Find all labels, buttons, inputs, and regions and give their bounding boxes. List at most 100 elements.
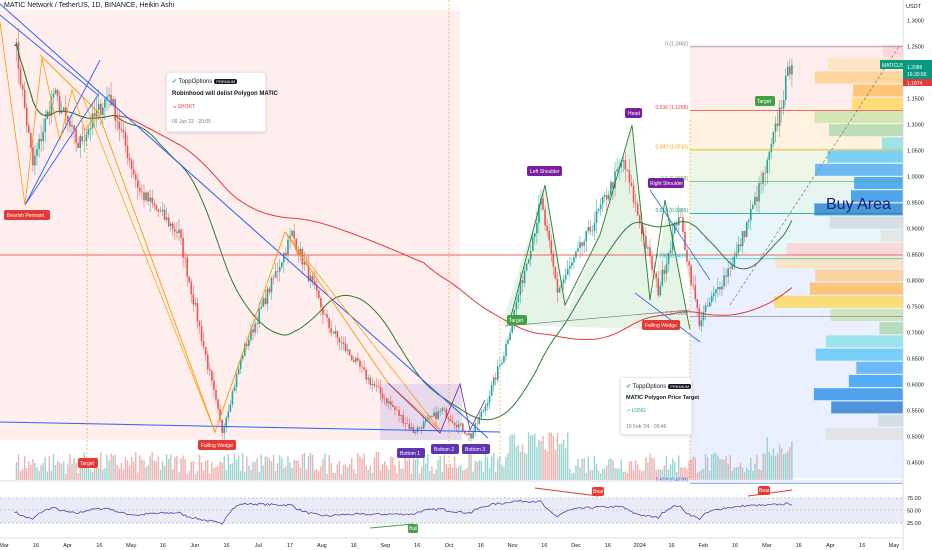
candle-body xyxy=(719,287,721,290)
volume-bar xyxy=(390,456,392,480)
rsi-bull-divergence xyxy=(369,523,414,529)
volume-bar xyxy=(737,466,740,480)
price-tick: 0.9500 xyxy=(907,200,924,206)
volume-bar xyxy=(591,470,594,480)
candle-body xyxy=(23,89,26,108)
volume-bar xyxy=(334,473,336,480)
volume-bar xyxy=(110,453,112,480)
candle-body xyxy=(202,340,205,347)
volume-bar xyxy=(581,458,583,480)
volume-bar xyxy=(231,463,234,480)
candle-body xyxy=(649,247,651,256)
price-tick: 1.0500 xyxy=(907,148,924,154)
candle-body xyxy=(677,216,680,226)
time-tick: 16 xyxy=(223,543,229,549)
candle-body xyxy=(163,209,166,220)
volume-bar xyxy=(657,469,659,480)
price-tick: 1.1000 xyxy=(907,122,924,128)
candle-body xyxy=(21,84,24,90)
volume-bar xyxy=(30,464,32,480)
candle-body xyxy=(575,251,577,258)
volume-bar xyxy=(455,467,458,480)
idea-card-short[interactable]: ✔ ToppOptions PREMIUM Robinhood will deli… xyxy=(166,72,278,132)
volume-bar xyxy=(204,460,207,480)
candle-body xyxy=(657,278,660,296)
volume-bar xyxy=(285,466,287,480)
volume-bar xyxy=(484,453,487,480)
candle-body xyxy=(616,168,618,172)
volume-bar xyxy=(495,471,497,480)
volume-bar xyxy=(435,469,437,480)
candle-body xyxy=(470,433,472,439)
volume-bar xyxy=(412,457,415,480)
tag-bottom-3: Bottom 3 xyxy=(462,444,490,454)
candle-body xyxy=(486,403,489,406)
volume-bar xyxy=(437,460,439,480)
time-tick: Aug xyxy=(317,543,327,549)
volume-bar xyxy=(690,459,692,480)
volume-bar xyxy=(124,457,127,480)
candle-body xyxy=(219,408,221,420)
volume-profile-bar xyxy=(881,137,903,150)
volume-bar xyxy=(509,435,511,480)
candle-body xyxy=(712,293,715,297)
candle-body xyxy=(128,157,131,161)
candle-body xyxy=(531,237,534,251)
candle-body xyxy=(700,320,703,327)
candle-body xyxy=(330,328,332,333)
volume-bar xyxy=(704,454,707,480)
candle-body xyxy=(453,422,456,425)
volume-bar xyxy=(77,472,79,480)
candle-body xyxy=(145,192,147,201)
rsi-line xyxy=(14,499,792,525)
candle-body xyxy=(383,398,386,400)
volume-bar xyxy=(361,458,363,480)
candle-body xyxy=(291,230,293,236)
candle-body xyxy=(130,160,133,170)
candle-body xyxy=(733,256,736,266)
candle-body xyxy=(764,172,766,174)
candle-body xyxy=(519,280,522,295)
candle-body xyxy=(272,277,275,279)
volume-bar xyxy=(155,460,158,480)
volume-bar xyxy=(406,461,408,480)
price-axis-bg xyxy=(903,0,932,550)
candle-body xyxy=(182,237,184,258)
volume-bar xyxy=(336,464,339,480)
tag-target-1: Target xyxy=(78,458,98,468)
candle-body xyxy=(437,411,439,419)
volume-bar xyxy=(569,469,571,480)
candle-body xyxy=(521,280,524,284)
check-icon: ✔ xyxy=(626,384,632,390)
volume-bar xyxy=(252,461,254,480)
time-tick: 16 xyxy=(541,543,547,549)
tag-bull: Bull xyxy=(408,524,418,533)
candle-body xyxy=(276,271,279,272)
candle-body xyxy=(789,66,791,75)
candle-body xyxy=(268,288,271,293)
candle-body xyxy=(484,405,487,411)
price-tick: 0.6000 xyxy=(907,382,924,388)
volume-profile-bar xyxy=(825,427,903,440)
idea-card-long[interactable]: ✔ ToppOptions PREMIUM MATIC Polygon Price… xyxy=(620,377,699,435)
volume-bar xyxy=(196,471,199,480)
candle-body xyxy=(517,294,520,303)
volume-bar xyxy=(190,461,192,480)
candle-body xyxy=(56,89,59,97)
candle-body xyxy=(124,132,127,146)
volume-bar xyxy=(244,471,246,480)
candle-body xyxy=(149,197,151,202)
volume-bar xyxy=(295,460,297,480)
volume-bar xyxy=(420,466,423,480)
candle-body xyxy=(630,182,633,186)
candle-body xyxy=(589,227,592,232)
volume-profile-bar xyxy=(809,282,903,295)
volume-bar xyxy=(688,461,690,480)
candle-body xyxy=(322,307,324,315)
tag-bottom-3-label: Bottom 3 xyxy=(465,447,485,453)
volume-bar xyxy=(305,469,308,480)
volume-bar xyxy=(733,467,736,480)
volume-bar xyxy=(634,460,637,480)
volume-bar xyxy=(567,432,569,480)
candle-body xyxy=(542,198,544,210)
